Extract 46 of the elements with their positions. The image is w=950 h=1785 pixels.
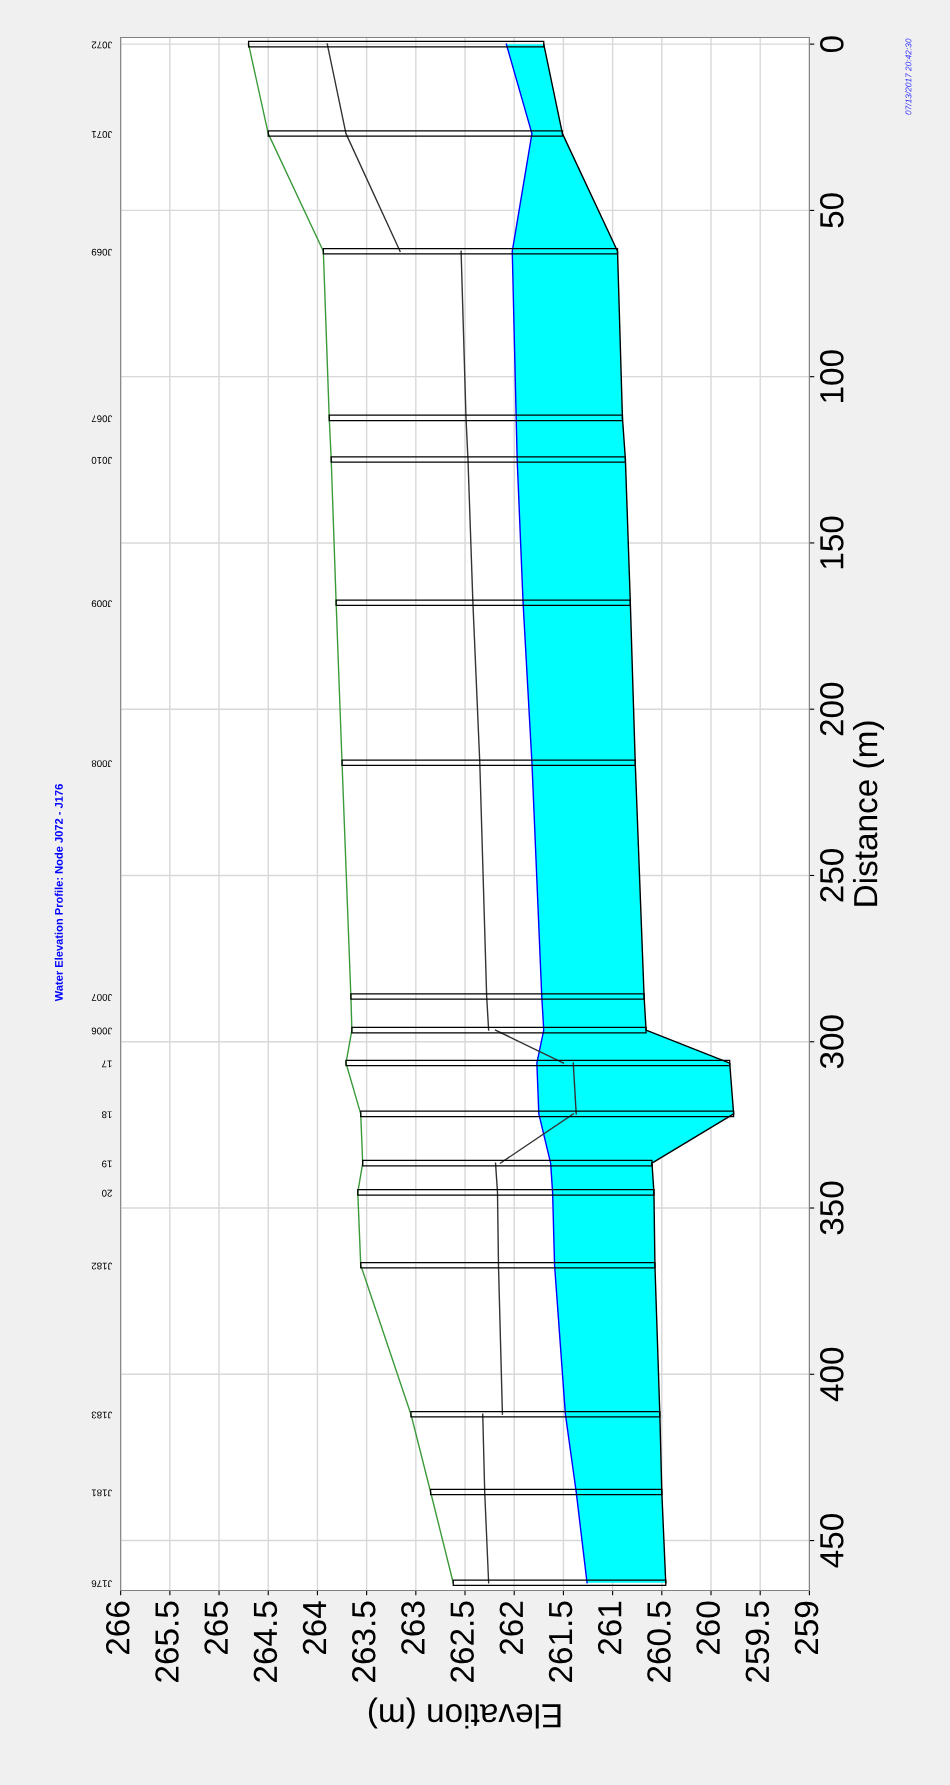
y-tick-label: 200	[820, 682, 844, 736]
x-tick-label: 259.5	[745, 1601, 770, 1682]
text: Water Elevation Profile: Node J072 - J176	[54, 784, 63, 1002]
text: 19	[102, 1160, 112, 1168]
x-tick-label: 260	[696, 1601, 720, 1655]
x-tick-label: 264.5	[253, 1601, 278, 1682]
x-tick-label: 261.5	[548, 1601, 573, 1682]
y-tick-label: 0	[820, 36, 844, 53]
text: J006	[91, 1027, 113, 1035]
y-tick-label: 300	[820, 1015, 844, 1069]
text: J181	[91, 1489, 113, 1497]
x-tick-label: 266	[105, 1601, 130, 1655]
text: J072	[91, 41, 113, 49]
x-tick-label: 259	[794, 1601, 819, 1655]
x-tick-label: 264	[302, 1601, 327, 1655]
text: J067	[91, 415, 113, 423]
y-tick-label: 50	[820, 193, 844, 228]
y-axis-title: Distance (m)	[852, 721, 885, 906]
text: 18	[101, 1111, 112, 1119]
y-tick-label: 100	[820, 350, 844, 402]
x-tick-label: 262	[499, 1601, 524, 1655]
x-tick-label: 265	[204, 1601, 228, 1655]
text: J008	[91, 760, 113, 768]
text: J071	[91, 130, 113, 138]
text: J176	[91, 1580, 113, 1588]
x-tick-label: 261	[597, 1601, 622, 1655]
y-tick-label: 250	[820, 848, 844, 902]
y-tick-label: 400	[820, 1347, 844, 1402]
text: J007	[91, 993, 113, 1001]
x-tick-label: 263	[401, 1601, 425, 1655]
text: J182	[91, 1262, 113, 1270]
text: J069	[91, 248, 113, 256]
x-tick-label: 262.5	[450, 1601, 474, 1682]
y-tick-label: 350	[820, 1181, 844, 1235]
y-tick-label: 450	[820, 1514, 844, 1568]
text: J009	[91, 600, 113, 608]
x-axis-title: Elevation (m)	[368, 1697, 561, 1729]
text: 20	[101, 1189, 112, 1197]
text: 17	[102, 1060, 112, 1068]
y-tick-label: 150	[820, 516, 844, 569]
x-tick-label: 263.5	[351, 1601, 376, 1682]
text: J183	[91, 1411, 113, 1419]
x-tick-label: 265.5	[155, 1601, 179, 1682]
x-tick-label: 260.5	[647, 1601, 671, 1682]
text: 07/13/2017 20:42:30	[905, 38, 912, 115]
text: J010	[91, 456, 113, 464]
